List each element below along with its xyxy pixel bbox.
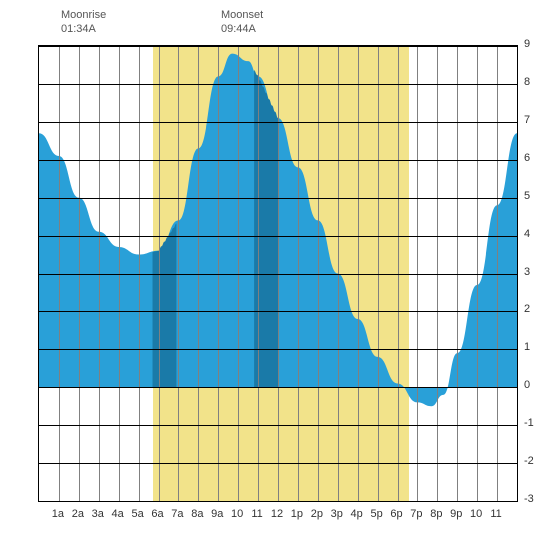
x-tick-label: 2a (68, 508, 88, 520)
x-tick-label: 11 (247, 508, 267, 520)
x-tick-label: 1p (287, 508, 307, 520)
x-tick-label: 10 (227, 508, 247, 520)
x-tick-label: 7a (167, 508, 187, 520)
x-tick-label: 1a (48, 508, 68, 520)
y-tick-label: 5 (524, 190, 530, 202)
moonrise-label: Moonrise 01:34A (61, 8, 106, 37)
moonset-label: Moonset 09:44A (221, 8, 263, 37)
tide-area (39, 46, 517, 501)
x-tick-label: 4a (108, 508, 128, 520)
x-tick-label: 12 (267, 508, 287, 520)
y-tick-label: 2 (524, 303, 530, 315)
y-tick-label: 4 (524, 228, 530, 240)
gridline-h (39, 501, 517, 502)
y-tick-label: 6 (524, 152, 530, 164)
x-tick-label: 5p (367, 508, 387, 520)
x-tick-label: 4p (347, 508, 367, 520)
x-tick-label: 3a (88, 508, 108, 520)
y-tick-label: 0 (524, 379, 530, 391)
x-tick-label: 10 (466, 508, 486, 520)
x-tick-label: 11 (486, 508, 506, 520)
moonrise-title: Moonrise (61, 9, 106, 21)
y-tick-label: 8 (524, 76, 530, 88)
tide-fill-dark-0 (153, 223, 177, 387)
x-tick-label: 7p (406, 508, 426, 520)
moonset-title: Moonset (221, 9, 263, 21)
tide-fill-dark-1 (254, 70, 278, 387)
x-tick-label: 6a (148, 508, 168, 520)
plot-area (38, 45, 518, 502)
moonrise-time: 01:34A (61, 23, 96, 35)
y-tick-label: -1 (524, 417, 534, 429)
x-tick-label: 9p (446, 508, 466, 520)
moonset-time: 09:44A (221, 23, 256, 35)
x-tick-label: 3p (327, 508, 347, 520)
x-tick-label: 8p (426, 508, 446, 520)
y-tick-label: -3 (524, 493, 534, 505)
y-tick-label: 3 (524, 266, 530, 278)
x-tick-label: 6p (387, 508, 407, 520)
y-tick-label: 9 (524, 38, 530, 50)
x-tick-label: 5a (128, 508, 148, 520)
x-tick-label: 8a (187, 508, 207, 520)
y-tick-label: 7 (524, 114, 530, 126)
x-tick-label: 9a (207, 508, 227, 520)
x-tick-label: 2p (307, 508, 327, 520)
y-tick-label: 1 (524, 341, 530, 353)
y-tick-label: -2 (524, 455, 534, 467)
tide-chart: Moonrise 01:34A Moonset 09:44A -3-2-1012… (0, 0, 550, 550)
